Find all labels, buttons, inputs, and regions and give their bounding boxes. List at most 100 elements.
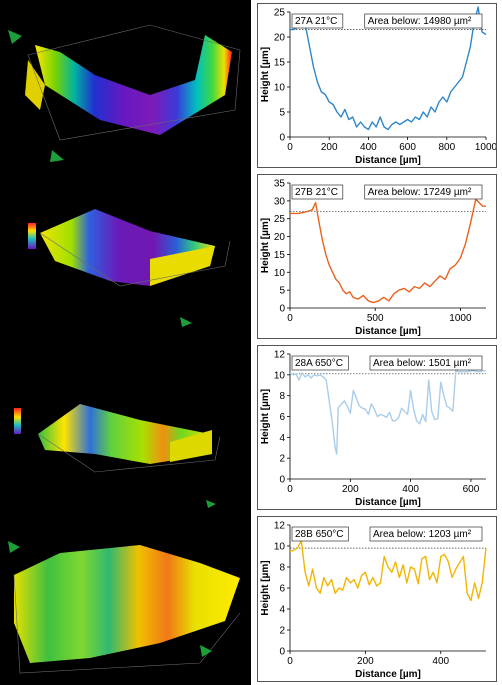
area-annotation-box: Area below: 1501 µm²	[369, 355, 483, 371]
y-tick-label: 35	[274, 179, 286, 190]
x-tick-label: 200	[342, 484, 359, 495]
surface-3d-render-27a	[8, 24, 241, 162]
y-tick-label: 25	[274, 8, 286, 19]
surface-3d-view-27b	[0, 171, 251, 342]
x-tick-label: 400	[402, 484, 419, 495]
sample-label-frame	[291, 184, 344, 200]
y-tick-label: 12	[274, 350, 286, 361]
area-annotation: Area below: 17249 µm²	[368, 187, 472, 198]
profile-chart-28a: 0 2 4 6 8 10 12 0 200 400 600 Distance [µm] Height […	[260, 350, 486, 508]
area-annotation: Area below: 1203 µm²	[373, 529, 472, 540]
profile-panel-27b: 0 5 10 15 20 25 30 35 0 500 1000 Distance [µm] Heigh…	[257, 174, 497, 339]
x-tick-label: 0	[287, 484, 293, 495]
figure-row-27b: 0 5 10 15 20 25 30 35 0 500 1000 Distance [µm] Heigh…	[0, 171, 502, 342]
sample-label: 28A 650°C	[295, 358, 343, 369]
y-tick-label: 6	[279, 584, 285, 595]
y-axis-label: Height [µm]	[260, 218, 271, 273]
y-tick-label: 20	[274, 232, 286, 243]
y-tick-label: 15	[274, 58, 286, 69]
sample-label-box: 27B 21°C	[291, 184, 344, 200]
profile-panel-28b: 0 2 4 6 8 10 12 0 200 400 Distance [µm] Height [µm]…	[257, 516, 497, 682]
y-tick-label: 8	[279, 391, 285, 402]
y-tick-label: 20	[274, 33, 286, 44]
y-axis-label: Height [µm]	[260, 560, 271, 615]
profile-chart-28b: 0 2 4 6 8 10 12 0 200 400 Distance [µm] Height [µm]…	[260, 521, 487, 680]
x-tick-label: 400	[432, 656, 449, 667]
surface-3d-render-27b	[28, 209, 231, 327]
sample-label-frame	[291, 355, 349, 371]
profile-panel-28a: 0 2 4 6 8 10 12 0 200 400 600 Distance [µm] Height […	[257, 345, 497, 510]
y-tick-label: 10	[274, 83, 286, 94]
area-annotation: Area below: 14980 µm²	[368, 16, 472, 27]
y-axis-label: Height [µm]	[260, 47, 271, 102]
y-tick-label: 4	[279, 605, 285, 616]
y-tick-label: 30	[274, 196, 286, 207]
y-axis-label: Height [µm]	[260, 389, 271, 444]
y-tick-label: 8	[279, 563, 285, 574]
sample-label-box: 28A 650°C	[291, 355, 349, 371]
area-annotation-box: Area below: 17249 µm²	[364, 184, 483, 200]
y-tick-label: 15	[274, 250, 286, 261]
y-tick-label: 2	[279, 454, 285, 465]
profile-series-line	[290, 198, 486, 304]
y-tick-label: 0	[279, 475, 285, 486]
surface-3d-view-28b	[0, 513, 251, 685]
area-annotation-box: Area below: 14980 µm²	[364, 13, 483, 29]
y-tick-label: 0	[279, 647, 285, 658]
x-tick-label: 200	[357, 656, 374, 667]
x-tick-label: 800	[438, 142, 455, 153]
x-tick-label: 200	[321, 142, 338, 153]
x-tick-label: 0	[287, 656, 293, 667]
area-annotation-frame	[369, 355, 483, 371]
y-tick-label: 10	[274, 370, 286, 381]
surface-3d-render-28a	[14, 404, 221, 508]
x-tick-label: 0	[287, 313, 293, 324]
sample-label-frame	[291, 526, 349, 542]
figure-row-28a: 0 2 4 6 8 10 12 0 200 400 600 Distance [µm] Height […	[0, 342, 502, 513]
y-tick-label: 10	[274, 542, 286, 553]
sample-label-box: 27A 21°C	[291, 13, 344, 29]
x-tick-label: 1000	[475, 142, 496, 153]
sample-label: 27B 21°C	[295, 187, 338, 198]
sample-label-box: 28B 650°C	[291, 526, 349, 542]
figure-row-28b: 0 2 4 6 8 10 12 0 200 400 Distance [µm] Height [µm]…	[0, 513, 502, 685]
area-annotation-box: Area below: 1203 µm²	[369, 526, 483, 542]
y-tick-label: 0	[279, 304, 285, 315]
profile-chart-27b: 0 5 10 15 20 25 30 35 0 500 1000 Distance [µm] Heigh…	[260, 179, 486, 337]
sample-label: 28B 650°C	[295, 529, 343, 540]
surface-3d-view-27a	[0, 0, 251, 171]
x-tick-label: 600	[399, 142, 416, 153]
surface-3d-render-28b	[8, 541, 241, 674]
y-tick-label: 10	[274, 268, 286, 279]
x-tick-label: 500	[367, 313, 384, 324]
area-annotation: Area below: 1501 µm²	[373, 358, 472, 369]
x-tick-label: 0	[287, 142, 293, 153]
sample-label-frame	[291, 13, 344, 29]
surface-3d-view-28a	[0, 342, 251, 513]
area-annotation-frame	[364, 13, 483, 29]
x-axis-label: Distance [µm]	[355, 155, 421, 166]
y-tick-label: 5	[279, 286, 285, 297]
profile-chart-27a: 0 5 10 15 20 25 0 200 400 600 800 1000 Distance [µm]…	[260, 6, 496, 166]
sample-label: 27A 21°C	[295, 16, 337, 27]
x-tick-label: 600	[463, 484, 480, 495]
y-tick-label: 25	[274, 214, 286, 225]
y-tick-label: 5	[279, 108, 285, 119]
y-tick-label: 12	[274, 521, 286, 532]
x-axis-label: Distance [µm]	[355, 669, 421, 680]
x-axis-label: Distance [µm]	[355, 497, 421, 508]
x-axis-label: Distance [µm]	[355, 326, 421, 337]
x-tick-label: 400	[360, 142, 377, 153]
profile-panel-27a: 0 5 10 15 20 25 0 200 400 600 800 1000 Distance [µm]…	[257, 3, 497, 168]
figure-row-27a: 0 5 10 15 20 25 0 200 400 600 800 1000 Distance [µm]…	[0, 0, 502, 171]
y-tick-label: 6	[279, 412, 285, 423]
profile-series-line	[289, 540, 487, 602]
area-annotation-frame	[369, 526, 483, 542]
y-tick-label: 2	[279, 626, 285, 637]
y-tick-label: 0	[279, 133, 285, 144]
profile-series-line	[289, 370, 486, 455]
area-annotation-frame	[364, 184, 483, 200]
x-tick-label: 1000	[449, 313, 472, 324]
profile-series-line	[290, 6, 487, 131]
y-tick-label: 4	[279, 433, 285, 444]
